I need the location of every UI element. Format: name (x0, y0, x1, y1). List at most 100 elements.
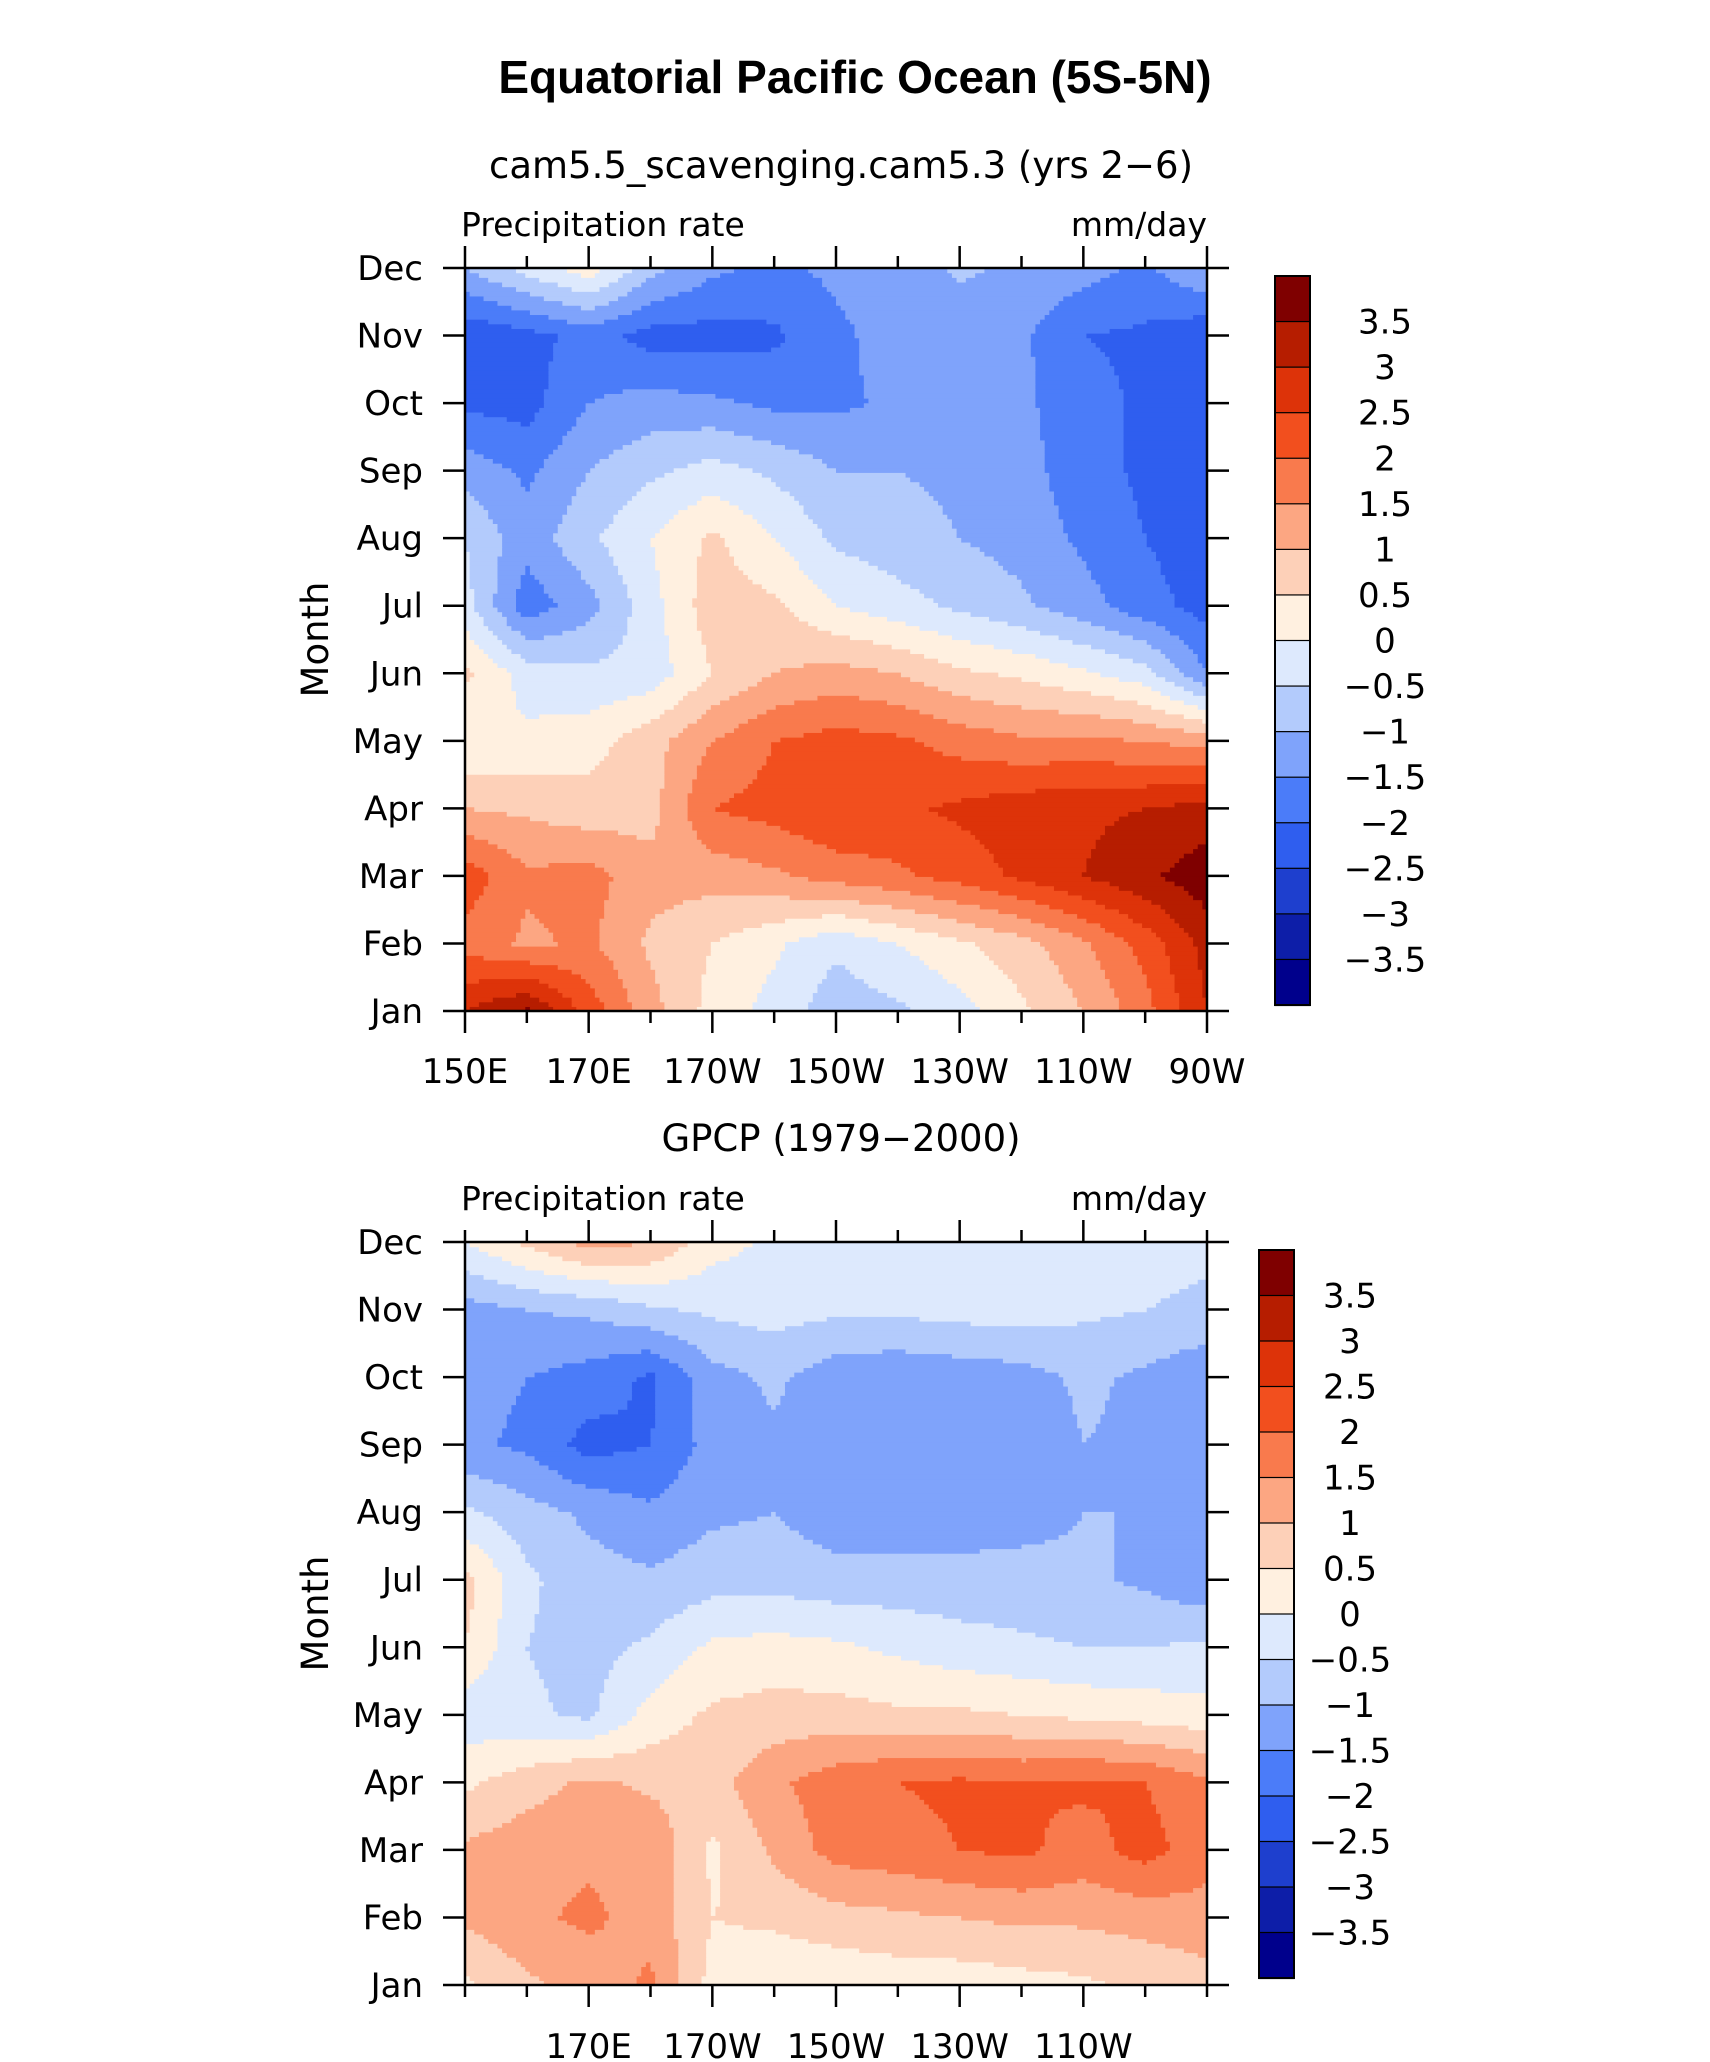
colorbar-swatch (1258, 1567, 1295, 1616)
heatmap-cell (664, 778, 693, 785)
heatmap-cell (710, 950, 781, 956)
heatmap-cell (706, 277, 823, 283)
heatmap-cell (701, 551, 730, 557)
heatmap-cell (998, 890, 1069, 896)
x-tick-label: 170W (663, 1052, 762, 1092)
heatmap-cell (1109, 1390, 1208, 1396)
heatmap-cell (655, 1971, 679, 1977)
heatmap-cell (1160, 904, 1203, 910)
heatmap-cell (465, 737, 619, 743)
heatmap-cell (650, 1325, 758, 1331)
heatmap-cell (692, 1418, 1078, 1424)
heatmap-cell (1072, 639, 1148, 645)
heatmap-cell (1169, 277, 1208, 283)
heatmap-cell (613, 1548, 679, 1554)
heatmap-cell (465, 1766, 517, 1772)
heatmap-cell (465, 1302, 499, 1308)
heatmap-cell (483, 504, 568, 511)
heatmap-cell (1114, 1567, 1208, 1573)
heatmap-cell (474, 899, 605, 905)
heatmap-cell (669, 746, 707, 752)
heatmap-cell (580, 1525, 721, 1531)
heatmap-cell (701, 541, 726, 548)
heatmap-cell (914, 737, 1125, 743)
heatmap-cell (822, 727, 860, 733)
heatmap-cell (1123, 453, 1208, 459)
heatmap-cell (659, 811, 689, 817)
heatmap-cell (803, 732, 897, 738)
heatmap-cell (1160, 1297, 1208, 1303)
heatmap-cell (465, 1297, 475, 1303)
heatmap-cell (557, 337, 628, 343)
heatmap-cell (511, 1409, 619, 1415)
heatmap-cell (836, 546, 981, 552)
heatmap-cell (1160, 569, 1208, 576)
heatmap-cell (761, 862, 902, 868)
heatmap-cell (1114, 1515, 1208, 1522)
heatmap-cell (826, 1896, 1208, 1903)
heatmap-cell (520, 1548, 614, 1554)
heatmap-cell (641, 723, 689, 729)
heatmap-cell (993, 857, 1088, 863)
heatmap-cell (701, 973, 768, 980)
colorbar-label: 1 (1374, 530, 1396, 570)
heatmap-cell (812, 518, 953, 524)
heatmap-cell (478, 1780, 568, 1786)
colorbar-label: 1.5 (1358, 485, 1412, 525)
heatmap-cell (465, 411, 485, 418)
heatmap-cell (465, 1906, 563, 1912)
heatmap-cell (673, 1929, 712, 1935)
y-tick-label: Jan (369, 1966, 423, 2006)
heatmap-cell (465, 291, 471, 297)
heatmap-cell (692, 788, 744, 794)
heatmap-cell (956, 277, 967, 283)
heatmap-cell (525, 1966, 642, 1972)
x-tick-label: 110W (1034, 2027, 1133, 2062)
heatmap-cell (1179, 667, 1208, 673)
colorbar-swatch (1258, 1476, 1295, 1525)
heatmap-cell (701, 458, 721, 464)
heatmap-cell (469, 579, 499, 585)
heatmap-cell (483, 453, 550, 459)
heatmap-cell (465, 815, 531, 822)
heatmap-cell (1114, 1534, 1208, 1540)
heatmap-cell (465, 713, 526, 720)
colorbar-swatch (1258, 1613, 1295, 1661)
heatmap-cell (701, 495, 721, 501)
heatmap-cell (1035, 328, 1111, 334)
heatmap-cell (465, 1427, 503, 1433)
heatmap-cell (849, 969, 939, 975)
heatmap-cell (710, 1910, 717, 1916)
heatmap-cell (599, 922, 652, 929)
heatmap-cell (580, 1423, 656, 1429)
heatmap-cell (706, 843, 828, 850)
heatmap-cell (571, 997, 601, 1003)
heatmap-cell (1193, 1748, 1208, 1754)
heatmap-cell (664, 760, 703, 766)
heatmap-cell (627, 630, 666, 636)
heatmap-cell (1002, 969, 1060, 975)
heatmap-cell (599, 1692, 652, 1698)
heatmap-cell (924, 959, 995, 966)
heatmap-cell (465, 1330, 666, 1336)
heatmap-cell (1123, 398, 1208, 404)
heatmap-cell (465, 899, 475, 905)
heatmap-cell (567, 504, 624, 511)
heatmap-cell (525, 1450, 582, 1457)
heatmap-cell (599, 1896, 675, 1903)
heatmap-cell (692, 778, 754, 785)
heatmap-cell (465, 1841, 675, 1847)
heatmap-cell (516, 597, 554, 603)
heatmap-cell (465, 1641, 499, 1647)
heatmap-cell (465, 1553, 489, 1559)
heatmap-cell (757, 713, 934, 720)
heatmap-cell (1109, 1827, 1166, 1833)
heatmap-cell (1091, 853, 1185, 859)
heatmap-cell (1174, 983, 1203, 989)
heatmap-cell (613, 449, 800, 455)
heatmap-cell (1049, 309, 1208, 316)
heatmap-cell (525, 913, 536, 919)
heatmap-cell (553, 932, 601, 938)
heatmap-cell (687, 463, 740, 469)
heatmap-cell (1183, 672, 1208, 678)
